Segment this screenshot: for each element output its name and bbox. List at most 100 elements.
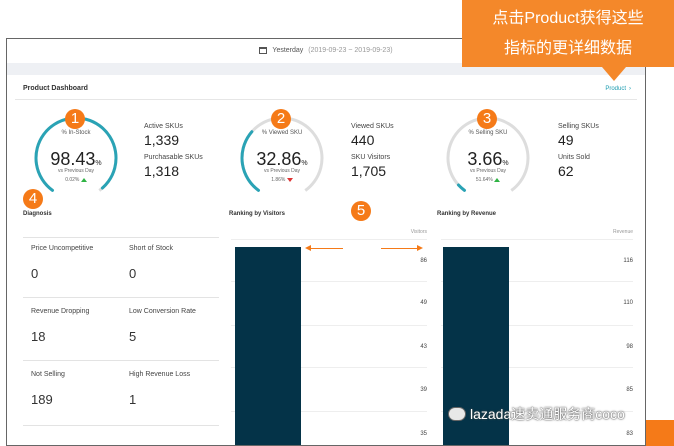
watermark-text: lazada速卖通服务商coco (470, 406, 625, 422)
diagnosis-label: Not Selling (31, 371, 65, 378)
divider (15, 99, 637, 100)
row-value: 110 (623, 300, 633, 306)
gauge-label: % Viewed SKU (261, 130, 303, 136)
redaction-block (235, 247, 301, 445)
diagnosis-value: 5 (129, 329, 137, 344)
divider (231, 367, 427, 368)
trend-icon (80, 177, 87, 182)
gauge-change: 51.64% (443, 177, 533, 183)
row-value: 39 (420, 387, 427, 393)
corner-block (646, 420, 674, 446)
kpi-label: Viewed SKUs (351, 123, 394, 130)
gauge-viewed-sku: % Viewed SKU 32.86% vs Previous Day 1.86… (237, 113, 327, 203)
date-period: Yesterday (272, 46, 304, 54)
annotation-badge: 5 (351, 201, 371, 221)
product-link-label: Product (605, 85, 626, 92)
diagnosis-value: 0 (129, 266, 137, 281)
annotation-badge: 4 (23, 189, 43, 209)
gauge-label: % Selling SKU (468, 130, 508, 136)
divider (231, 281, 427, 282)
gauge-value: 98.43% (50, 149, 102, 169)
gauge-in-stock: % In-Stock 98.43% vs Previous Day 0.02% (31, 113, 121, 203)
callout-box: 点击Product获得这些 指标的更详细数据 (462, 0, 674, 67)
divider (441, 239, 633, 240)
diagnosis-value: 18 (31, 329, 46, 344)
kpi-group-3: Selling SKUs 49 Units Sold 62 (558, 123, 599, 185)
date-range: (2019-09-23 ~ 2019-09-23) (308, 46, 393, 54)
gauge-ring (446, 116, 530, 200)
gauge-vs: vs Previous Day (263, 168, 301, 174)
diagnosis-item[interactable]: Low Conversion Rate 5 (129, 308, 196, 344)
divider (23, 360, 219, 361)
diagnosis-value: 189 (31, 392, 53, 407)
gauge-value: 3.66% (467, 149, 509, 169)
kpi-label: Units Sold (558, 154, 590, 161)
divider (23, 297, 219, 298)
divider (231, 239, 427, 240)
gauge-label: % In-Stock (61, 130, 91, 136)
divider (23, 237, 219, 238)
ranking-revenue-table: Revenue 116 110 98 85 83 (441, 225, 633, 445)
gauge-change: 0.02% (31, 177, 121, 183)
diagnosis-value: 1 (129, 392, 137, 407)
gauge-ring (34, 116, 118, 200)
gauge-vs: vs Previous Day (57, 168, 95, 174)
diagnosis-value: 0 (31, 266, 39, 281)
diagnosis-label: Price Uncompetitive (31, 245, 94, 252)
kpi-value: 62 (558, 163, 574, 179)
divider (231, 411, 427, 412)
kpi-group-2: Viewed SKUs 440 SKU Visitors 1,705 (351, 123, 394, 185)
diagnosis-label: High Revenue Loss (129, 371, 191, 378)
gauge-value: 32.86% (256, 149, 308, 169)
arrow-right (381, 248, 417, 249)
ranking-visitors-table: Visitors 86 49 43 39 35 (231, 225, 427, 445)
divider (441, 281, 633, 282)
gauge-vs: vs Previous Day (469, 168, 507, 174)
divider (441, 411, 633, 412)
kpi-value: 1,705 (351, 163, 387, 179)
gauge-ring (240, 116, 324, 200)
callout-line: 点击Product获得这些 (492, 10, 644, 27)
kpi-label: SKU Visitors (351, 154, 391, 161)
diagnosis-item[interactable]: Short of Stock 0 (129, 245, 173, 281)
chevron-right-icon: › (629, 85, 631, 92)
diagnosis-item[interactable]: Not Selling 189 (31, 371, 65, 407)
dashboard-window: Yesterday (2019-09-23 ~ 2019-09-23) Prod… (6, 38, 646, 446)
diagnosis-label: Low Conversion Rate (129, 308, 196, 315)
gauge-selling-sku: % Selling SKU 3.66% vs Previous Day 51.6… (443, 113, 533, 203)
divider (231, 325, 427, 326)
trend-icon (494, 177, 501, 182)
gauge-change: 1.86% (237, 177, 327, 183)
kpi-group-1: Active SKUs 1,339 Purchasable SKUs 1,318 (144, 123, 203, 185)
ranking-visitors-title: Ranking by Visitors (229, 211, 285, 217)
callout-line: 指标的更详细数据 (503, 40, 632, 57)
callout-arrow-head (602, 67, 626, 81)
row-value: 86 (420, 258, 427, 264)
kpi-value: 49 (558, 132, 574, 148)
annotation-badge: 3 (477, 109, 497, 129)
kpi-label: Active SKUs (144, 123, 183, 130)
trend-icon (286, 177, 293, 182)
divider (441, 367, 633, 368)
diagnosis-item[interactable]: Price Uncompetitive 0 (31, 245, 93, 281)
date-filter[interactable]: Yesterday (2019-09-23 ~ 2019-09-23) (7, 39, 645, 61)
dashboard-header: Product Dashboard Product › (23, 85, 631, 92)
diagnosis-title: Diagnosis (23, 211, 52, 217)
divider (441, 325, 633, 326)
row-value: 98 (626, 344, 633, 350)
row-value: 35 (420, 431, 427, 437)
wechat-icon (448, 407, 466, 421)
kpi-label: Purchasable SKUs (144, 154, 203, 161)
kpi-label: Selling SKUs (558, 123, 599, 130)
watermark: lazada速卖通服务商coco (448, 404, 625, 424)
annotation-badge: 2 (271, 109, 291, 129)
product-link[interactable]: Product › (605, 86, 631, 92)
diagnosis-label: Revenue Dropping (31, 308, 90, 315)
arrow-left-head (305, 245, 311, 251)
diagnosis-item[interactable]: High Revenue Loss 1 (129, 371, 190, 407)
row-value: 116 (623, 258, 633, 264)
kpi-value: 1,339 (144, 132, 180, 148)
diagnosis-item[interactable]: Revenue Dropping 18 (31, 308, 89, 344)
column-header: Visitors (410, 229, 427, 235)
page-title: Product Dashboard (23, 85, 88, 92)
